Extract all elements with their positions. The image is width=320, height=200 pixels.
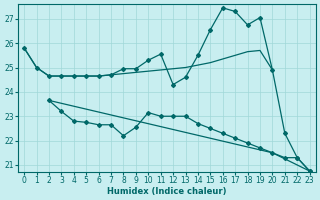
X-axis label: Humidex (Indice chaleur): Humidex (Indice chaleur) xyxy=(107,187,227,196)
